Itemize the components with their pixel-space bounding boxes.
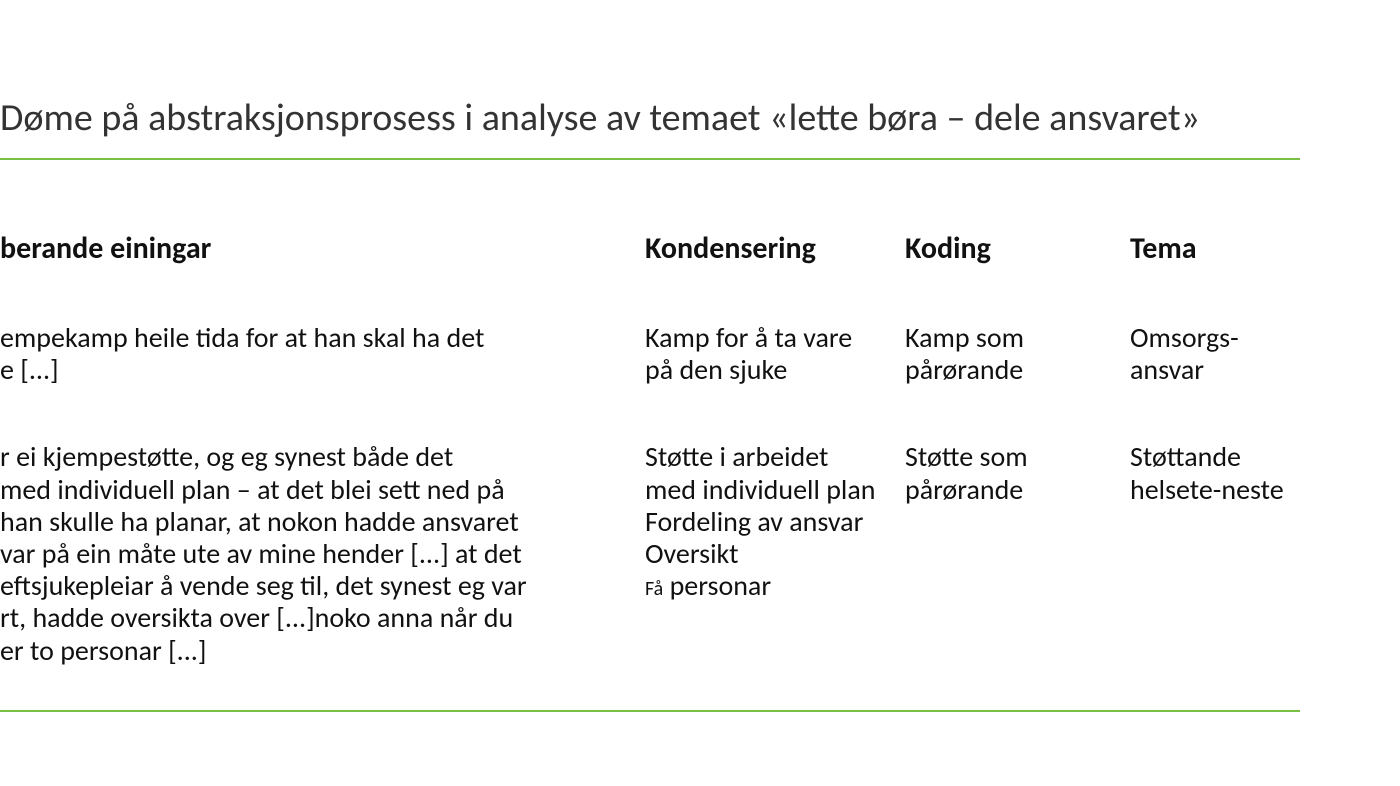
cell-condensation-2: Støtte i arbeidet med individuell plan F… (645, 441, 905, 666)
cond-line: Oversikt (645, 538, 885, 570)
rule-bottom (0, 710, 1300, 712)
cell-theme-2: Støttande helsete-neste (1130, 441, 1300, 666)
page-title: Døme på abstraksjonsprosess i analyse av… (0, 95, 1200, 141)
cell-units-1: empekamp heile tida for at han skal ha d… (0, 322, 645, 386)
table-header-row: berande einingar Kondensering Koding Tem… (0, 230, 1300, 267)
analysis-table: berande einingar Kondensering Koding Tem… (0, 230, 1300, 722)
cell-units-2: r ei kjempestøtte, og eg synest både det… (0, 441, 645, 666)
header-col3: Koding (905, 230, 1130, 267)
cond-line: Støtte i arbeidet med individuell plan (645, 441, 885, 505)
cond-line: Få personar (645, 570, 885, 602)
header-col2: Kondensering (645, 230, 905, 267)
table-row: r ei kjempestøtte, og eg synest både det… (0, 441, 1300, 666)
table-row: empekamp heile tida for at han skal ha d… (0, 322, 1300, 386)
cond-line: Fordeling av ansvar (645, 506, 885, 538)
header-col4: Tema (1130, 230, 1300, 267)
cell-theme-1: Omsorgs-ansvar (1130, 322, 1300, 386)
rule-top (0, 158, 1300, 160)
cell-coding-1: Kamp som pårørande (905, 322, 1130, 386)
cell-coding-2: Støtte som pårørande (905, 441, 1130, 666)
header-col1: berande einingar (0, 230, 645, 267)
cell-condensation-1: Kamp for å ta vare på den sjuke (645, 322, 905, 386)
